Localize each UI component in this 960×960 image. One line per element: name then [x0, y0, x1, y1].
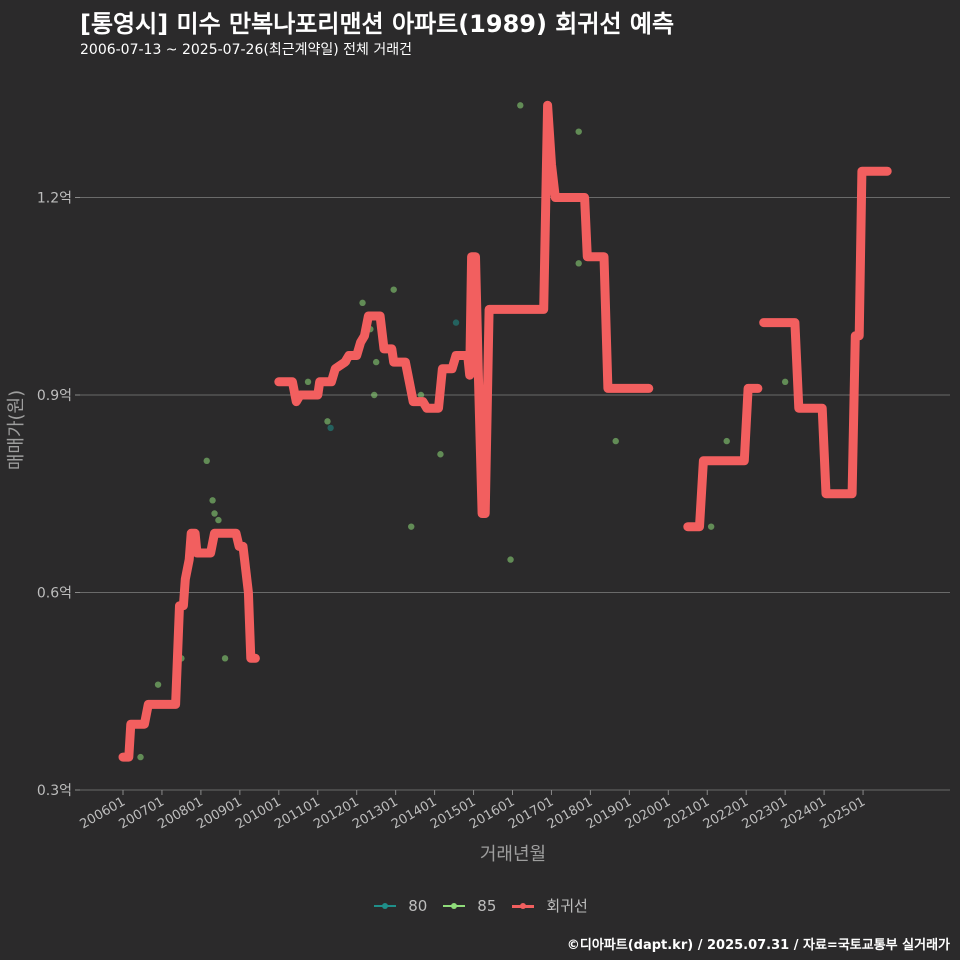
scatter-point-85 — [371, 391, 378, 399]
chart-subtitle: 2006-07-13 ~ 2025-07-26(최근계약일) 전체 거래건 — [80, 42, 412, 58]
y-axis-label: 매매가(원) — [6, 390, 27, 470]
scatter-point-85 — [304, 378, 312, 386]
y-tick-label: 0.3억 — [37, 783, 72, 799]
regression-line-segment — [274, 100, 654, 518]
scatter-point-85 — [137, 753, 144, 761]
y-axis: 0.3억 0.6억 0.9억 1.2억 — [37, 191, 80, 799]
regression-lines — [118, 100, 892, 762]
regression-line-segment — [683, 383, 763, 532]
regression-line-segment — [118, 528, 260, 762]
legend-key-85 — [441, 899, 467, 913]
x-tick-label: 202501 — [818, 794, 868, 832]
y-tick-label: 0.9억 — [37, 388, 72, 404]
legend-item-80: 80 — [372, 897, 427, 915]
scatter-point-85 — [723, 437, 730, 445]
scatter-point-85 — [507, 556, 514, 563]
scatter-point-85 — [390, 286, 397, 293]
y-tick-label: 0.6억 — [37, 586, 72, 602]
legend-item-85: 85 — [441, 897, 496, 915]
scatter-point-85 — [324, 418, 331, 425]
scatter-point-85 — [437, 451, 444, 458]
scatter-point-85 — [612, 437, 619, 445]
legend: 80 85 회귀선 — [0, 895, 960, 916]
scatter-point-80 — [327, 424, 334, 432]
scatter-point-85 — [221, 655, 229, 662]
source-caption: ©디아파트(dapt.kr) / 2025.07.31 / 자료=국토교통부 실… — [566, 938, 950, 953]
scatter-point-85 — [211, 510, 218, 517]
scatter-point-85 — [575, 128, 582, 135]
legend-label-80: 80 — [408, 896, 428, 915]
scatter-point-80 — [452, 319, 460, 326]
x-axis: 2006012007012008012009012010012011012012… — [78, 789, 950, 832]
scatter-point-85 — [203, 457, 210, 465]
chart-title: [통영시] 미수 만복나포리맨션 아파트(1989) 회귀선 예측 — [80, 10, 675, 38]
grid-lines — [80, 197, 950, 593]
legend-item-regression: 회귀선 — [510, 895, 588, 916]
scatter-point-85 — [517, 102, 524, 109]
scatter-point-85 — [575, 260, 582, 267]
legend-key-regression — [510, 899, 536, 913]
regression-line-segment — [759, 166, 892, 499]
scatter-point-85 — [215, 516, 222, 524]
legend-label-85: 85 — [477, 896, 497, 915]
y-tick-label: 1.2억 — [37, 191, 72, 207]
legend-label-regression: 회귀선 — [546, 897, 588, 915]
scatter-point-85 — [408, 523, 415, 530]
legend-key-80 — [372, 899, 398, 913]
x-axis-label: 거래년월 — [480, 844, 546, 865]
scatter-point-85 — [359, 299, 366, 307]
scatter-point-85 — [781, 378, 789, 386]
scatter-point-85 — [417, 391, 425, 399]
scatter-point-85 — [209, 497, 216, 504]
scatter-point-85 — [154, 681, 162, 688]
scatter-points — [137, 102, 789, 761]
scatter-point-85 — [372, 358, 380, 366]
scatter-point-85 — [707, 523, 715, 530]
